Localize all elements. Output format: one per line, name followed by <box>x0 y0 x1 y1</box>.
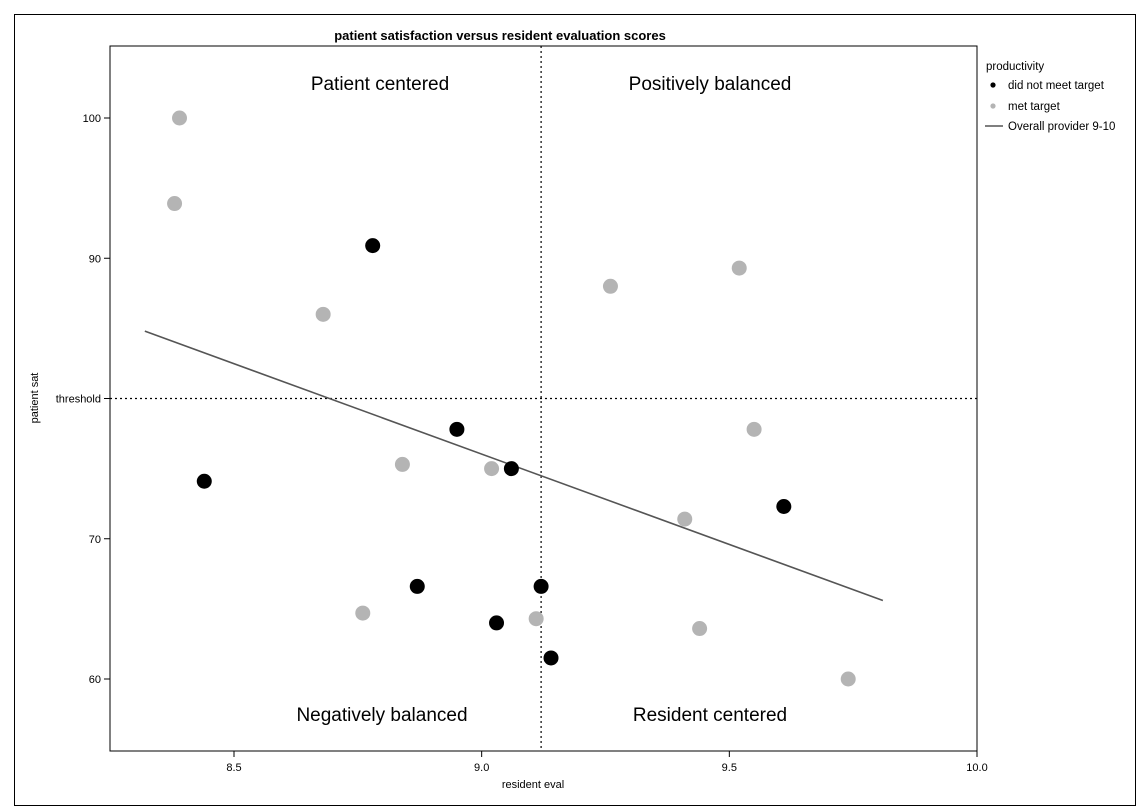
point-met-target <box>731 260 747 276</box>
x-tick-label: 10.0 <box>966 762 987 774</box>
point-did-not-meet-target <box>196 473 212 489</box>
legend: productivity did not meet target met tar… <box>985 61 1115 133</box>
quadrant-label-positively-balanced: Positively balanced <box>629 74 792 95</box>
point-met-target <box>746 421 762 437</box>
point-did-not-meet-target <box>776 498 792 514</box>
legend-label-did-not-meet-target: did not meet target <box>1008 80 1105 92</box>
y-axis-label: patient sat <box>29 373 41 424</box>
x-tick-label: 8.5 <box>226 762 241 774</box>
point-met-target <box>394 456 410 472</box>
point-met-target <box>677 511 693 527</box>
point-met-target <box>602 278 618 294</box>
point-met-target <box>692 621 708 637</box>
legend-label-overall-provider: Overall provider 9-10 <box>1008 121 1115 133</box>
y-tick-label: 100 <box>83 113 101 125</box>
point-did-not-meet-target <box>533 578 549 594</box>
chart-title: patient satisfaction versus resident eva… <box>334 28 666 43</box>
x-tick-label: 9.5 <box>722 762 737 774</box>
point-did-not-meet-target <box>365 238 381 254</box>
quadrant-label-patient-centered: Patient centered <box>311 74 449 95</box>
axes: 8.5 9.0 9.5 10.0 60 70 threshold 90 100 <box>56 113 988 774</box>
quadrant-label-negatively-balanced: Negatively balanced <box>296 705 467 726</box>
y-tick-label: 70 <box>89 534 101 546</box>
point-met-target <box>840 671 856 687</box>
x-axis-label: resident eval <box>502 779 564 791</box>
figure-frame <box>14 14 1136 806</box>
point-met-target <box>484 461 500 477</box>
point-met-target <box>355 605 371 621</box>
point-did-not-meet-target <box>503 461 519 477</box>
y-tick-label: 90 <box>89 253 101 265</box>
legend-title: productivity <box>986 61 1044 73</box>
quadrant-label-resident-centered: Resident centered <box>633 705 787 726</box>
legend-label-met-target: met target <box>1008 101 1061 113</box>
point-met-target <box>167 196 183 212</box>
data-points <box>167 110 856 687</box>
point-did-not-meet-target <box>409 578 425 594</box>
point-did-not-meet-target <box>489 615 505 631</box>
y-tick-label: 60 <box>89 674 101 686</box>
legend-marker-met-target <box>990 103 996 109</box>
point-met-target <box>528 611 544 627</box>
point-did-not-meet-target <box>543 650 559 666</box>
point-met-target <box>315 306 331 322</box>
point-did-not-meet-target <box>449 421 465 437</box>
reference-lines <box>110 46 977 751</box>
x-tick-label: 9.0 <box>474 762 489 774</box>
point-met-target <box>172 110 188 126</box>
y-tick-label: threshold <box>56 394 101 406</box>
legend-marker-did-not-meet-target <box>990 82 996 88</box>
